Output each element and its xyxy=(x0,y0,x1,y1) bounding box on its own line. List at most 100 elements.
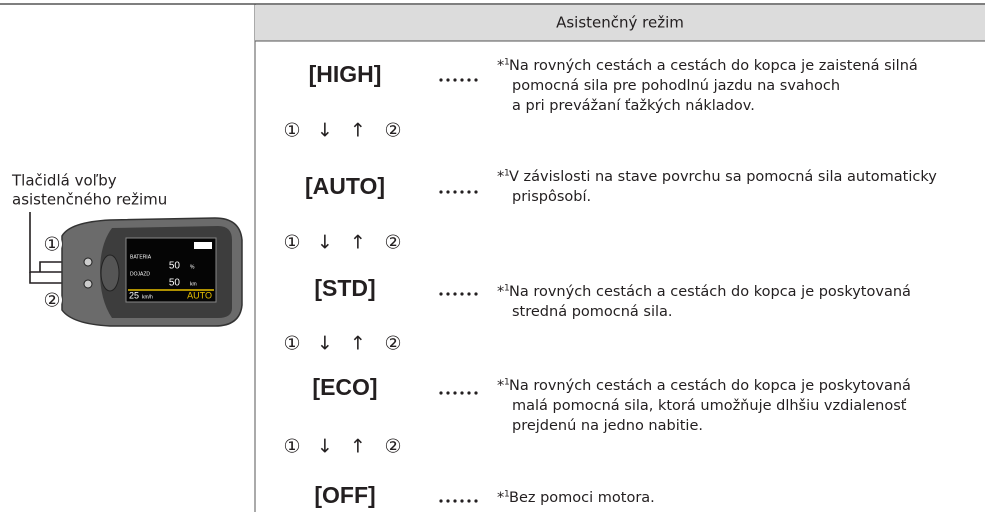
callout-bg xyxy=(42,290,62,310)
leader-dots xyxy=(439,499,478,503)
screen-unit: km xyxy=(190,281,197,287)
callout-bg xyxy=(42,234,62,254)
device: BATERIA 50 % DOJAZD 50 km 25 km/h AUTO xyxy=(61,217,243,327)
header-title: Asistenčný režim xyxy=(556,14,684,32)
note-asterisk: * xyxy=(497,284,504,300)
arrow-down: ↓ xyxy=(317,120,333,142)
screen-value: 50 xyxy=(169,278,181,289)
screen-label: BATERIA xyxy=(130,254,152,260)
dot xyxy=(460,499,464,503)
note-asterisk: * xyxy=(497,490,504,506)
screen-mode: AUTO xyxy=(187,290,212,300)
mode-label: [OFF] xyxy=(314,482,375,508)
dot xyxy=(439,499,443,503)
screen-value: 50 xyxy=(169,261,181,272)
arrow-down: ↓ xyxy=(317,232,333,254)
device-bump xyxy=(100,254,120,292)
note-number: 1 xyxy=(504,378,510,388)
dot xyxy=(446,78,450,82)
note-asterisk: * xyxy=(497,378,504,394)
dot xyxy=(467,499,471,503)
button xyxy=(83,279,93,289)
dot xyxy=(446,391,450,395)
header-bar xyxy=(255,5,985,41)
mode-description: Bez pomoci motora. xyxy=(509,490,655,506)
screen-unit: km/h xyxy=(142,294,153,300)
dot xyxy=(460,292,464,296)
mode-description: a pri prevážaní ťažkých nákladov. xyxy=(512,98,755,114)
mode-description: Na rovných cestách a cestách do kopca je… xyxy=(509,284,911,300)
leader-dots xyxy=(439,190,478,194)
leader-dots xyxy=(439,391,478,395)
mode-description: prispôsobí. xyxy=(512,189,591,205)
battery-icon xyxy=(194,242,212,249)
dot xyxy=(439,190,443,194)
callout: ② xyxy=(43,290,60,312)
mode-description: prejdenú na jedno nabitie. xyxy=(512,418,703,434)
note-asterisk: * xyxy=(497,58,504,74)
dot xyxy=(446,190,450,194)
mode-list: [HIGH] * 1 Na rovných cestách a cestách do … xyxy=(283,58,937,509)
up-button: ② xyxy=(384,232,401,254)
note-asterisk: * xyxy=(497,169,504,185)
device-label: Tlačidlá voľby xyxy=(11,172,117,190)
down-button: ① xyxy=(283,333,300,355)
dot xyxy=(453,190,457,194)
device-label: asistenčného režimu xyxy=(12,191,167,209)
arrow-down: ↓ xyxy=(317,436,333,458)
dot xyxy=(474,292,478,296)
dot xyxy=(453,499,457,503)
dot xyxy=(446,499,450,503)
dot xyxy=(439,78,443,82)
dot xyxy=(453,292,457,296)
dot xyxy=(467,391,471,395)
arrow-down: ↓ xyxy=(317,333,333,355)
leader-dots xyxy=(439,292,478,296)
mode-label: [HIGH] xyxy=(309,61,382,87)
arrow-up: ↑ xyxy=(350,120,366,142)
note-number: 1 xyxy=(504,490,510,500)
arrow-up: ↑ xyxy=(350,333,366,355)
note-number: 1 xyxy=(504,169,510,179)
arrow-up: ↑ xyxy=(350,232,366,254)
leader-dots xyxy=(439,78,478,82)
screen-unit: % xyxy=(190,264,195,270)
callout: ① xyxy=(43,234,60,256)
dot xyxy=(460,391,464,395)
mode-description: Na rovných cestách a cestách do kopca je… xyxy=(509,378,911,394)
dot xyxy=(467,78,471,82)
up-button: ② xyxy=(384,436,401,458)
mode-label: [ECO] xyxy=(312,374,377,400)
mode-description: pomocná sila pre pohodlnú jazdu na svaho… xyxy=(512,78,840,94)
dot xyxy=(467,190,471,194)
dot xyxy=(446,292,450,296)
note-number: 1 xyxy=(504,284,510,294)
mode-description: stredná pomocná sila. xyxy=(512,304,673,320)
mode-label: [AUTO] xyxy=(305,173,385,199)
dot xyxy=(453,391,457,395)
arrow-up: ↑ xyxy=(350,436,366,458)
dot xyxy=(467,292,471,296)
dot xyxy=(460,78,464,82)
up-button: ② xyxy=(384,120,401,142)
dot xyxy=(474,499,478,503)
dot xyxy=(474,78,478,82)
dot xyxy=(439,292,443,296)
mode-description: Na rovných cestách a cestách do kopca je… xyxy=(509,58,918,74)
down-button: ① xyxy=(283,436,300,458)
button xyxy=(83,257,93,267)
mode-label: [STD] xyxy=(314,275,375,301)
dot xyxy=(439,391,443,395)
mode-description: malá pomocná sila, ktorá umožňuje dlhšiu… xyxy=(512,398,907,414)
dot xyxy=(460,190,464,194)
screen-speed: 25 xyxy=(129,290,139,300)
down-button: ① xyxy=(283,232,300,254)
down-button: ① xyxy=(283,120,300,142)
note-number: 1 xyxy=(504,58,510,68)
dot xyxy=(453,78,457,82)
dot xyxy=(474,190,478,194)
screen-label: DOJAZD xyxy=(130,271,150,277)
mode-description: V závislosti na stave povrchu sa pomocná… xyxy=(509,169,937,185)
